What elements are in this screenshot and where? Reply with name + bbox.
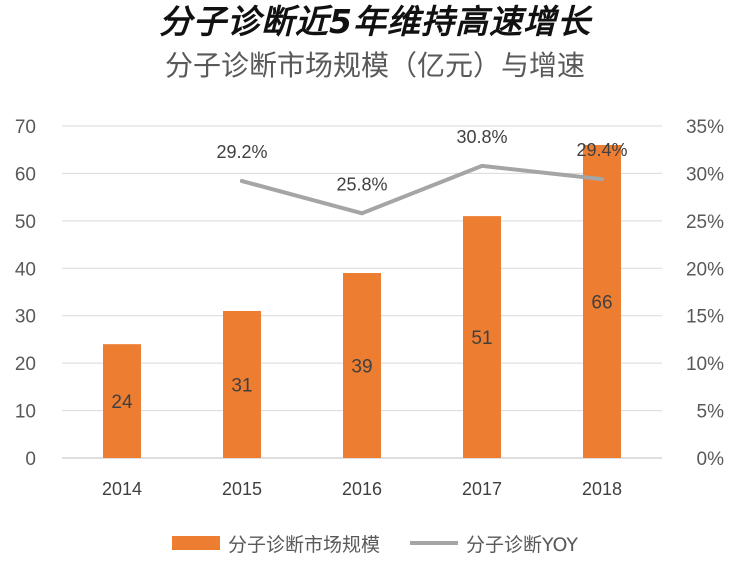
legend-item-bar: 分子诊断市场规模 bbox=[171, 530, 380, 557]
legend-label-bar: 分子诊断市场规模 bbox=[227, 533, 380, 556]
legend: 分子诊断市场规模 分子诊断YOY bbox=[0, 526, 750, 560]
x-tick-label: 2017 bbox=[462, 479, 502, 499]
y-left-tick-label: 70 bbox=[15, 117, 36, 138]
y-left-tick-label: 0 bbox=[25, 449, 36, 470]
yoy-point-2016 bbox=[360, 211, 364, 216]
x-tick-label: 2016 bbox=[342, 479, 382, 499]
bar-value-label: 39 bbox=[351, 357, 372, 378]
y-right-tick-label: 20% bbox=[686, 259, 724, 280]
bar-2018 bbox=[583, 144, 621, 458]
bar-value-label: 24 bbox=[111, 392, 133, 413]
yoy-point-2018 bbox=[600, 177, 604, 182]
yoy-line bbox=[240, 163, 604, 216]
bar-value-label: 31 bbox=[231, 375, 252, 396]
yoy-point-2015 bbox=[240, 179, 244, 184]
bar-value-label: 51 bbox=[471, 328, 492, 349]
y-right-tick-label: 25% bbox=[686, 212, 724, 233]
y-left-tick-label: 60 bbox=[15, 164, 36, 185]
y-right-tick-label: 5% bbox=[697, 402, 725, 423]
legend-swatch-bar bbox=[171, 536, 220, 550]
y-right-tick-label: 10% bbox=[686, 354, 724, 375]
y-right-tick-label: 15% bbox=[686, 307, 724, 328]
legend-label-line: 分子诊断YOY bbox=[465, 533, 579, 556]
yoy-point-2017 bbox=[480, 163, 484, 168]
bar-2017 bbox=[463, 216, 501, 458]
y-left-tick-label: 30 bbox=[15, 307, 36, 328]
x-tick-label: 2018 bbox=[582, 479, 622, 499]
y-right-tick-label: 0% bbox=[697, 449, 725, 470]
x-tick-label: 2015 bbox=[222, 479, 262, 499]
y-right-tick-label: 35% bbox=[686, 117, 724, 138]
yoy-value-label: 30.8% bbox=[456, 127, 507, 147]
y-left-tick-label: 20 bbox=[15, 354, 36, 375]
y-right-tick-label: 30% bbox=[686, 164, 724, 185]
bar-2015 bbox=[223, 310, 261, 458]
headline: 分子诊断近5年维持高速增长 bbox=[159, 2, 591, 41]
y-left-tick-label: 40 bbox=[15, 259, 36, 280]
legend-item-line: 分子诊断YOY bbox=[409, 530, 579, 557]
y-left-tick-label: 10 bbox=[15, 402, 36, 423]
chart-title: 分子诊断市场规模（亿元）与增速 bbox=[164, 49, 585, 82]
yoy-value-label: 25.8% bbox=[336, 174, 387, 194]
x-tick-label: 2014 bbox=[102, 479, 142, 499]
yoy-value-label: 29.4% bbox=[576, 140, 627, 160]
legend-swatch-line bbox=[409, 541, 458, 545]
bar-2014 bbox=[103, 344, 141, 458]
yoy-value-label: 29.2% bbox=[216, 142, 267, 162]
bar-2016 bbox=[343, 273, 381, 458]
bar-value-label: 66 bbox=[591, 292, 612, 313]
y-left-tick-label: 50 bbox=[15, 212, 36, 233]
